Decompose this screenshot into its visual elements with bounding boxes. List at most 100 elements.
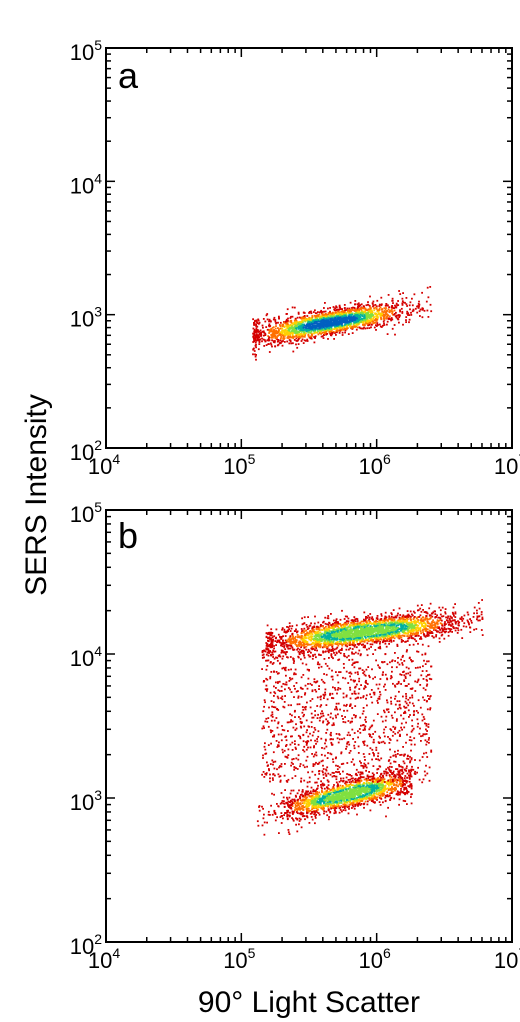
panel-b-point bbox=[295, 644, 298, 646]
panel-b-point bbox=[326, 639, 329, 642]
panel-a-point bbox=[254, 334, 257, 336]
panel-a-point bbox=[306, 320, 309, 323]
panel-b-point bbox=[368, 784, 371, 787]
panel-b-point bbox=[303, 631, 305, 634]
panel-a-point bbox=[345, 312, 347, 314]
panel-b-point bbox=[334, 634, 337, 637]
panel-a-point bbox=[355, 313, 358, 316]
panel-a-point bbox=[313, 324, 315, 327]
panel-b-point bbox=[271, 644, 274, 647]
panel-a-point bbox=[368, 324, 371, 326]
panel-b-point bbox=[385, 625, 387, 628]
panel-b-point bbox=[309, 633, 312, 635]
panel-a-point bbox=[376, 313, 379, 316]
panel-b-point bbox=[419, 619, 422, 622]
panel-a-point bbox=[327, 323, 329, 326]
panel-b-point bbox=[345, 627, 348, 630]
panel-b-point bbox=[432, 636, 435, 639]
panel-a-point bbox=[346, 323, 349, 326]
panel-b-point bbox=[336, 646, 339, 649]
panel-b-point bbox=[379, 645, 381, 648]
panel-b-point bbox=[436, 614, 438, 617]
panel-b-point bbox=[366, 632, 369, 635]
panel-a-point bbox=[253, 328, 256, 331]
panel-a-point bbox=[366, 316, 368, 319]
panel-a-point bbox=[315, 319, 318, 321]
panel-b-point bbox=[279, 641, 282, 644]
panel-b-point bbox=[327, 641, 330, 644]
panel-b-point bbox=[334, 625, 337, 628]
panel-b-point bbox=[307, 616, 309, 618]
panel-a-point bbox=[303, 329, 305, 331]
panel-b-point bbox=[282, 641, 285, 644]
panel-b-point bbox=[429, 623, 432, 626]
panel-a-point bbox=[310, 325, 313, 328]
panel-b-point bbox=[320, 635, 323, 638]
panel-b-point bbox=[400, 617, 403, 620]
panel-b-point bbox=[313, 626, 316, 628]
panel-b-point bbox=[390, 618, 393, 621]
panel-a-point bbox=[351, 325, 354, 328]
panel-b-point bbox=[332, 641, 335, 643]
panel-a-point bbox=[278, 329, 280, 332]
panel-a-point bbox=[286, 319, 289, 322]
panel-a-point bbox=[356, 324, 359, 326]
panel-b-point bbox=[335, 629, 337, 632]
panel-b-point bbox=[374, 625, 377, 628]
panel-b-point bbox=[322, 638, 325, 641]
panel-b-point bbox=[367, 630, 369, 633]
panel-b-point bbox=[427, 618, 430, 621]
panel-b-point bbox=[311, 635, 313, 638]
panel-a-point bbox=[269, 320, 271, 323]
panel-a-point bbox=[368, 317, 371, 320]
panel-a-point bbox=[340, 308, 342, 310]
panel-a-point bbox=[338, 327, 341, 330]
panel-a-point bbox=[340, 321, 342, 324]
panel-a-point bbox=[365, 315, 368, 317]
panel-b-point bbox=[360, 653, 362, 656]
panel-b-point bbox=[376, 623, 378, 625]
panel-a-y-tick-label: 102 bbox=[70, 437, 102, 465]
panel-b-point bbox=[330, 631, 333, 633]
panel-b-point bbox=[379, 775, 381, 778]
panel-a-point bbox=[315, 327, 318, 330]
panel-b-point bbox=[409, 623, 412, 626]
panel-a-point bbox=[360, 307, 363, 309]
panel-a-point bbox=[356, 317, 359, 320]
panel-a-point bbox=[329, 319, 332, 321]
panel-b-point bbox=[265, 643, 268, 645]
panel-b-point bbox=[445, 630, 447, 633]
panel-b-point bbox=[362, 643, 364, 646]
panel-a-point bbox=[255, 327, 258, 330]
panel-a-point bbox=[255, 325, 257, 327]
panel-a-point bbox=[345, 314, 348, 317]
panel-a-point bbox=[359, 327, 362, 330]
panel-a-point bbox=[270, 336, 273, 339]
panel-a-point bbox=[329, 310, 331, 313]
panel-b-point bbox=[268, 633, 270, 635]
panel-a-point bbox=[344, 329, 347, 332]
panel-b-point bbox=[383, 633, 385, 636]
panel-b-point bbox=[380, 613, 383, 615]
panel-a-point bbox=[362, 311, 365, 314]
panel-b-point bbox=[400, 620, 403, 623]
panel-b-point bbox=[432, 619, 434, 622]
panel-a-point bbox=[310, 319, 313, 322]
panel-a-point bbox=[348, 320, 351, 323]
panel-b-point bbox=[388, 635, 390, 638]
panel-b-point bbox=[317, 643, 319, 646]
panel-b-point bbox=[348, 648, 350, 651]
panel-b-point bbox=[463, 622, 466, 625]
panel-b-point bbox=[391, 624, 393, 627]
panel-a-point bbox=[321, 320, 323, 322]
panel-a-point bbox=[399, 309, 401, 312]
panel-a-point bbox=[331, 319, 334, 322]
panel-a-point bbox=[343, 304, 346, 306]
panel-b-point bbox=[320, 642, 323, 645]
panel-a-point bbox=[296, 330, 299, 333]
panel-a-point bbox=[358, 311, 361, 314]
panel-a-point bbox=[307, 334, 310, 336]
panel-a-point bbox=[255, 335, 258, 337]
panel-a-point bbox=[400, 307, 403, 310]
panel-b-point bbox=[367, 614, 370, 617]
